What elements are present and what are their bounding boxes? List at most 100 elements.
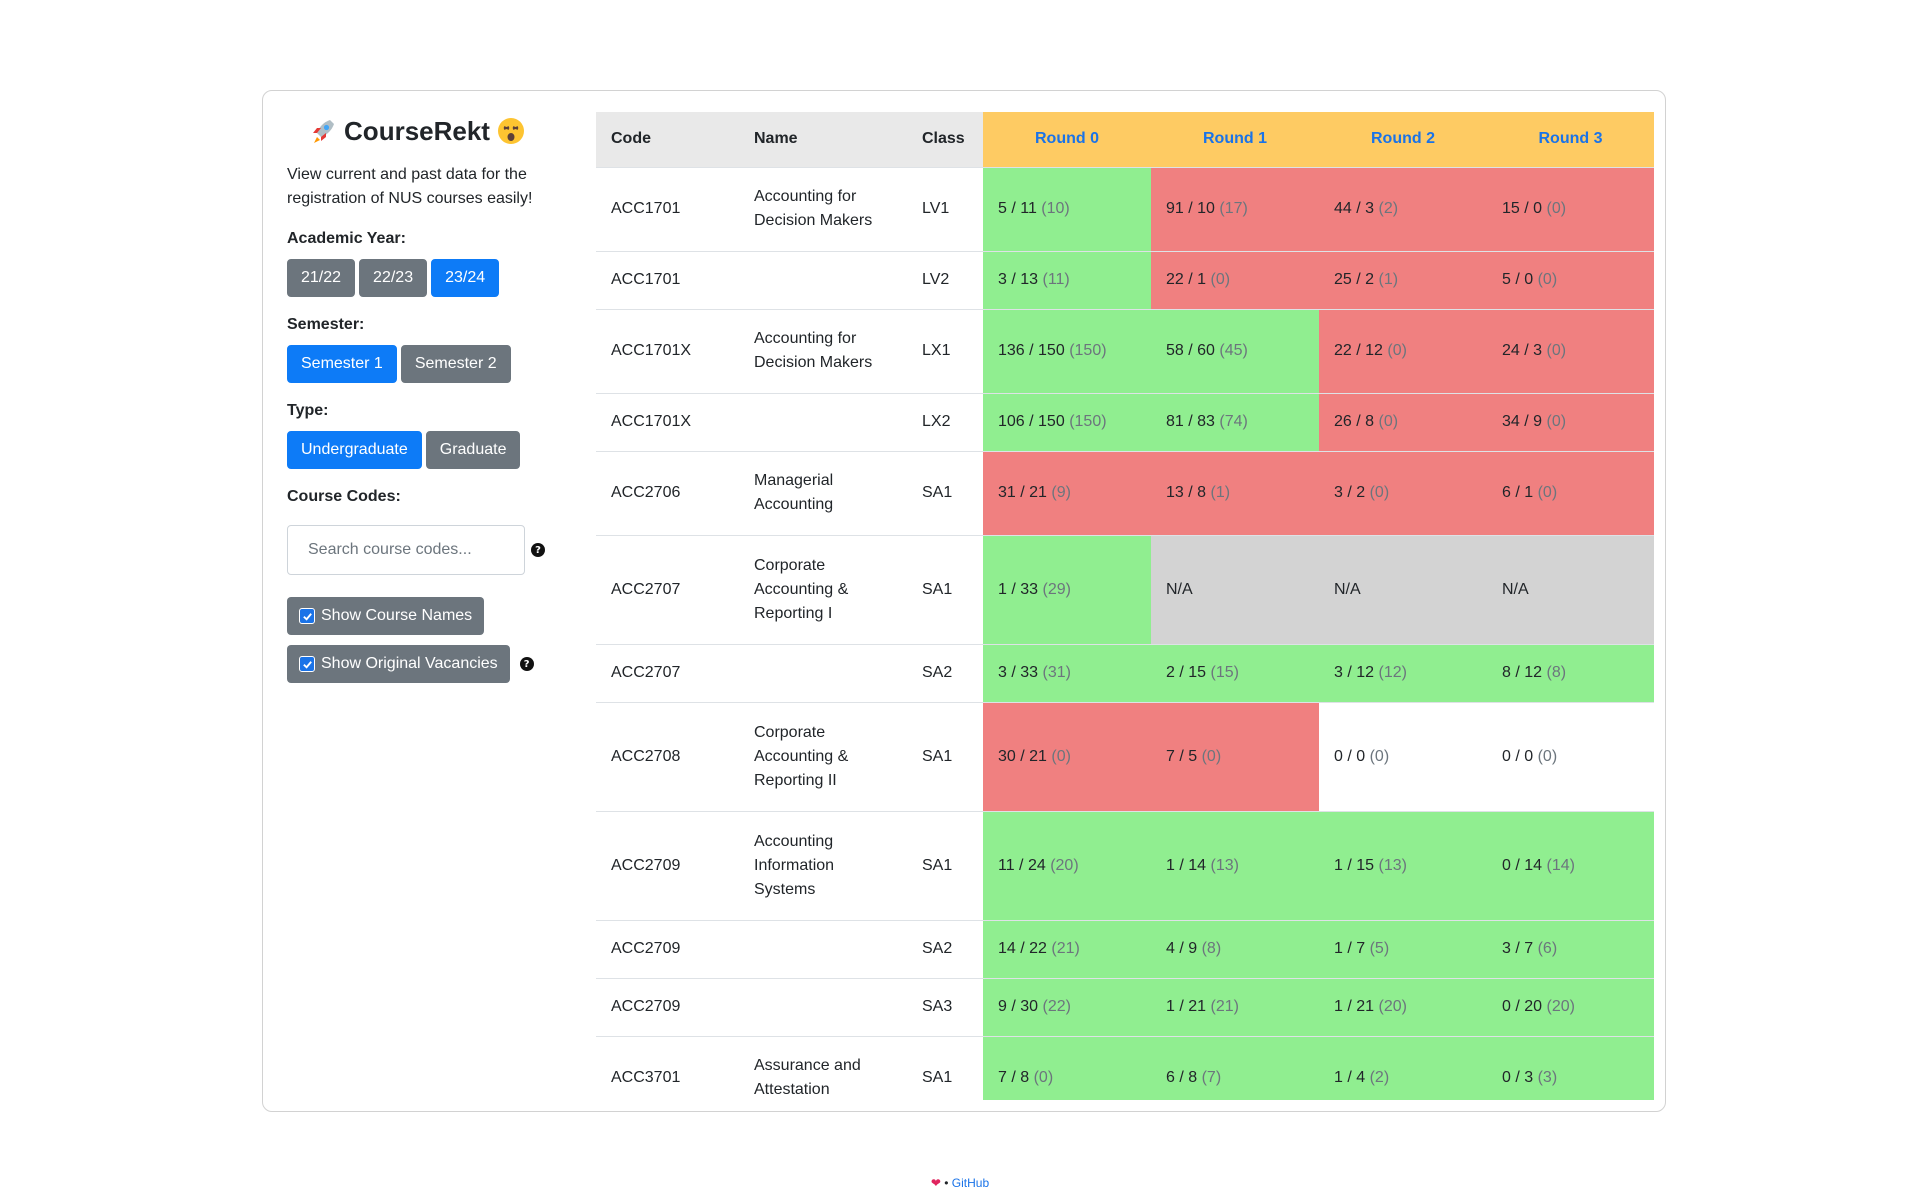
cell-round-3: 3 / 7 (6) (1487, 919, 1654, 978)
cell-class: LX2 (907, 392, 983, 451)
round-value: 13 / 8 (1166, 484, 1207, 501)
original-vacancy: (150) (1069, 342, 1107, 359)
round-value: 58 / 60 (1166, 342, 1215, 359)
cell-round-2: 44 / 3 (2) (1319, 166, 1487, 251)
column-header-round-0[interactable]: Round 0 (983, 112, 1151, 167)
round-value: 136 / 150 (998, 342, 1065, 359)
undergraduate-button[interactable]: Undergraduate (287, 431, 422, 469)
cell-name: Managerial Accounting (739, 450, 907, 535)
course-search-input[interactable] (287, 525, 525, 575)
original-vacancy: (0) (1369, 484, 1390, 501)
round-value: 1 / 21 (1166, 998, 1207, 1015)
year-button-22-23[interactable]: 22/23 (359, 259, 428, 297)
question-circle-icon[interactable]: ? (531, 543, 545, 557)
round-value: 0 / 3 (1502, 1069, 1534, 1086)
cell-round-2: 25 / 2 (1) (1319, 250, 1487, 309)
cell-name (739, 977, 907, 1036)
column-header-code[interactable]: Code (596, 112, 739, 167)
cell-class: SA2 (907, 643, 983, 702)
table-row: ACC2707 Corporate Accounting & Reporting … (596, 534, 1654, 644)
column-header-round-3[interactable]: Round 3 (1487, 112, 1654, 167)
checkbox-checked-icon[interactable] (299, 656, 315, 672)
original-vacancy: (74) (1219, 413, 1248, 430)
question-circle-icon[interactable]: ? (519, 657, 534, 671)
cell-class: SA1 (907, 534, 983, 644)
academic-year-label: Academic Year: (287, 230, 406, 247)
round-value: 1 / 14 (1166, 856, 1207, 874)
round-value: 34 / 9 (1502, 413, 1543, 430)
table-header-row: Code Name Class Round 0 Round 1 Round 2 … (596, 112, 1654, 167)
show-original-vacancies-toggle[interactable]: Show Original Vacancies (287, 645, 510, 683)
round-value: 3 / 7 (1502, 940, 1534, 957)
original-vacancy: (1) (1378, 271, 1399, 288)
round-value: 0 / 20 (1502, 998, 1543, 1015)
cell-code: ACC1701X (596, 308, 739, 393)
github-link[interactable]: GitHub (951, 1176, 990, 1190)
cell-round-2: 0 / 0 (0) (1319, 701, 1487, 811)
column-header-round-2[interactable]: Round 2 (1319, 112, 1487, 167)
original-vacancy: (14) (1546, 856, 1575, 874)
table-row: ACC2709 SA2 14 / 22 (21) 4 / 9 (8) 1 / 7 (5)… (596, 919, 1654, 978)
cell-round-0: 136 / 150 (150) (983, 308, 1151, 393)
cell-round-1: 91 / 10 (17) (1151, 166, 1319, 251)
table-row: ACC2706 Managerial Accounting SA1 31 / 21 (… (596, 450, 1654, 535)
show-course-names-row: Show Course Names (287, 597, 547, 635)
year-button-21-22[interactable]: 21/22 (287, 259, 356, 297)
cell-class: SA1 (907, 1035, 983, 1100)
column-header-class[interactable]: Class (907, 112, 983, 167)
cell-round-1: 2 / 15 (15) (1151, 643, 1319, 702)
round-value: 0 / 0 (1502, 747, 1534, 765)
cell-round-1: 13 / 8 (1) (1151, 450, 1319, 535)
cell-code: ACC2708 (596, 701, 739, 811)
cell-name: Assurance and Attestation (739, 1035, 907, 1100)
round-value: 22 / 12 (1334, 342, 1383, 359)
type-label: Type: (287, 402, 329, 419)
cell-round-3: 0 / 0 (0) (1487, 701, 1654, 811)
round-value: 1 / 15 (1334, 856, 1375, 874)
original-vacancy: (0) (1537, 747, 1558, 765)
astonished-face-icon (496, 116, 526, 146)
cell-round-3: N/A (1487, 534, 1654, 644)
cell-code: ACC2709 (596, 919, 739, 978)
original-vacancy: (8) (1201, 940, 1222, 957)
original-vacancy: (11) (1042, 271, 1070, 288)
round-value: 4 / 9 (1166, 940, 1198, 957)
year-button-23-24[interactable]: 23/24 (431, 259, 500, 297)
table-body: ACC1701 Accounting for Decision Makers LV1… (596, 166, 1654, 1100)
round-value: 22 / 1 (1166, 271, 1207, 288)
semester-group: Semester 1 Semester 2 (287, 345, 547, 383)
table-row: ACC2709 Accounting Information Systems SA1… (596, 810, 1654, 920)
cell-round-2: 26 / 8 (0) (1319, 392, 1487, 451)
cell-code: ACC2709 (596, 810, 739, 920)
round-value: 6 / 1 (1502, 484, 1534, 501)
semester-1-button[interactable]: Semester 1 (287, 345, 397, 383)
checkbox-checked-icon[interactable] (299, 608, 315, 624)
graduate-button[interactable]: Graduate (425, 431, 521, 469)
cell-name: Corporate Accounting & Reporting I (739, 534, 907, 644)
original-vacancy: (20) (1050, 856, 1079, 874)
show-course-names-toggle[interactable]: Show Course Names (287, 597, 485, 635)
cell-round-3: 0 / 3 (3) (1487, 1035, 1654, 1100)
cell-round-0: 14 / 22 (21) (983, 919, 1151, 978)
round-value: 31 / 21 (998, 484, 1047, 501)
main-card: CourseRekt View current and past data fo… (262, 90, 1666, 1112)
cell-code: ACC2706 (596, 450, 739, 535)
round-value: 106 / 150 (998, 413, 1065, 430)
results-table-container[interactable]: Code Name Class Round 0 Round 1 Round 2 … (596, 112, 1654, 1100)
cell-round-2: 22 / 12 (0) (1319, 308, 1487, 393)
cell-round-1: 1 / 21 (21) (1151, 977, 1319, 1036)
original-vacancy: (20) (1378, 998, 1407, 1015)
cell-round-3: 34 / 9 (0) (1487, 392, 1654, 451)
cell-code: ACC2707 (596, 534, 739, 644)
cell-code: ACC2707 (596, 643, 739, 702)
cell-code: ACC2709 (596, 977, 739, 1036)
original-vacancy: (0) (1537, 484, 1558, 501)
cell-name: Corporate Accounting & Reporting II (739, 701, 907, 811)
cell-round-1: 1 / 14 (13) (1151, 810, 1319, 920)
original-vacancy: (0) (1546, 413, 1567, 430)
semester-2-button[interactable]: Semester 2 (400, 345, 511, 383)
column-header-round-1[interactable]: Round 1 (1151, 112, 1319, 167)
round-value: 0 / 0 (1334, 747, 1366, 765)
original-vacancy: (17) (1219, 200, 1248, 217)
column-header-name[interactable]: Name (739, 112, 907, 167)
